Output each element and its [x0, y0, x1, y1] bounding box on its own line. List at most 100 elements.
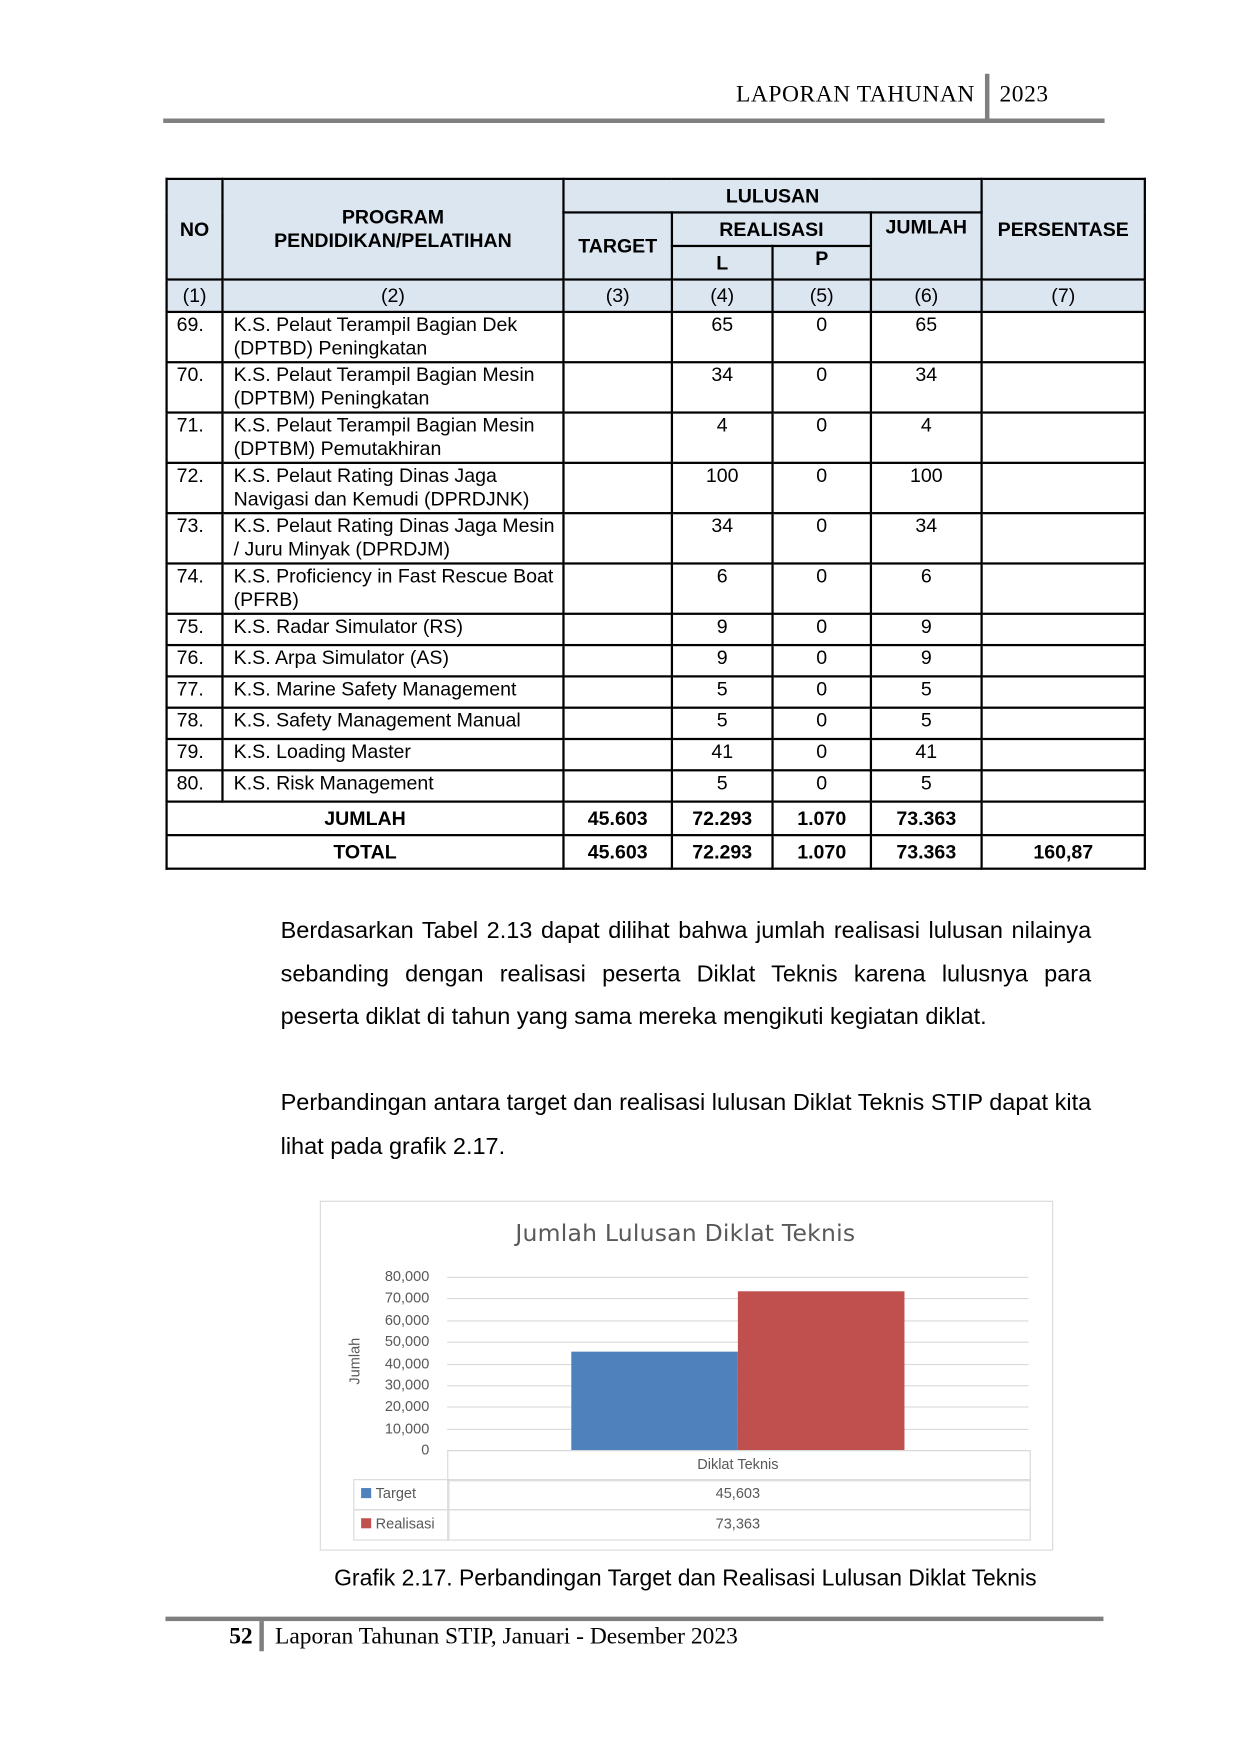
header-realisasi: REALISASI	[670, 211, 873, 248]
jumlah-p: 1.070	[771, 800, 873, 837]
cell-jumlah: 5	[869, 706, 983, 741]
table-row: 77. K.S. Marine Safety Management 5 0 5	[165, 675, 1147, 709]
column-index: (6)	[869, 278, 983, 314]
table-row: 70. K.S. Pelaut Terampil Bagian Mesin (DP…	[165, 361, 1147, 414]
cell-l: 9	[670, 643, 774, 678]
value-cell-realisasi	[447, 1509, 1031, 1541]
table-row: 71. K.S. Pelaut Terampil Bagian Mesin (DP…	[165, 411, 1147, 464]
column-index: (4)	[670, 278, 774, 314]
legend-cell-realisasi	[353, 1509, 450, 1541]
cell-jumlah: 4	[869, 411, 983, 464]
total-persentase: 160,87	[980, 834, 1147, 870]
y-axis-label: Jumlah	[345, 1337, 363, 1385]
cell-p: 0	[771, 310, 873, 364]
cell-no: 79.	[165, 737, 224, 772]
cell-target	[562, 612, 674, 647]
graduates-table: NO PROGRAM PENDIDIKAN/PELATIHAN LULUSAN …	[165, 177, 1147, 870]
jumlah-persentase	[980, 800, 1147, 837]
cell-no: 72.	[165, 461, 224, 515]
header-lulusan: LULUSAN	[562, 177, 983, 214]
cell-persentase	[980, 361, 1147, 414]
cell-persentase	[980, 675, 1147, 709]
total-jumlah: 73.363	[869, 834, 983, 870]
cell-jumlah: 100	[869, 461, 983, 515]
total-p: 1.070	[771, 834, 873, 870]
cell-l: 100	[670, 461, 774, 515]
cell-target	[562, 737, 674, 772]
table-row: 76. K.S. Arpa Simulator (AS) 9 0 9	[165, 643, 1147, 678]
cell-no: 74.	[165, 562, 224, 615]
cell-p: 0	[771, 643, 873, 678]
gridline	[447, 1276, 1029, 1278]
cell-program: K.S. Arpa Simulator (AS)	[221, 643, 565, 678]
page-number: 52	[229, 1622, 253, 1650]
cell-no: 80.	[165, 769, 224, 803]
cell-program: K.S. Pelaut Rating Dinas Jaga Navigasi d…	[221, 461, 565, 515]
cell-persentase	[980, 411, 1147, 464]
cell-jumlah: 9	[869, 643, 983, 678]
paragraph: Berdasarkan Tabel 2.13 dapat dilihat bah…	[280, 917, 1092, 1030]
cell-p: 0	[771, 512, 873, 565]
table-row: 69. K.S. Pelaut Terampil Bagian Dek (DPTB…	[165, 310, 1147, 364]
cell-no: 71.	[165, 411, 224, 464]
cell-l: 5	[670, 769, 774, 803]
cell-l: 34	[670, 361, 774, 414]
cell-program: K.S. Safety Management Manual	[221, 706, 565, 741]
cell-target	[562, 769, 674, 803]
cell-l: 5	[670, 706, 774, 741]
y-tick-label: 10,000	[384, 1419, 430, 1437]
header-persentase: PERSENTASE	[980, 177, 1147, 281]
cell-persentase	[980, 643, 1147, 678]
cell-l: 6	[670, 562, 774, 615]
cell-p: 0	[771, 769, 873, 803]
footer-rule	[165, 1616, 1104, 1622]
jumlah-label: JUMLAH	[165, 800, 565, 837]
cell-p: 0	[771, 361, 873, 414]
table-row: 74. K.S. Proficiency in Fast Rescue Boat …	[165, 562, 1147, 615]
cell-target	[562, 706, 674, 741]
y-tick-label: 60,000	[384, 1311, 430, 1328]
cell-p: 0	[771, 737, 873, 772]
cell-persentase	[980, 706, 1147, 741]
cell-target	[562, 643, 674, 678]
column-index: (7)	[980, 278, 1147, 314]
header-rule	[163, 118, 1105, 123]
cell-jumlah: 5	[869, 769, 983, 803]
paragraph: Perbandingan antara target dan realisasi…	[280, 1090, 1092, 1159]
table-row: 79. K.S. Loading Master 41 0 41	[165, 737, 1147, 772]
y-tick-label: 30,000	[384, 1376, 430, 1393]
bar-realisasi	[737, 1291, 905, 1451]
column-index: (5)	[771, 278, 873, 314]
legend-label-realisasi: Realisasi	[375, 1514, 435, 1532]
legend-swatch-target	[361, 1488, 372, 1499]
cell-program: K.S. Marine Safety Management	[221, 675, 565, 709]
cell-target	[562, 361, 674, 414]
cell-target	[562, 411, 674, 464]
cell-persentase	[980, 769, 1147, 803]
cell-jumlah: 41	[869, 737, 983, 772]
column-index: (2)	[221, 278, 565, 314]
cell-program: K.S. Pelaut Terampil Bagian Mesin (DPTBM…	[221, 411, 565, 464]
y-tick-label: 40,000	[384, 1354, 430, 1372]
cell-persentase	[980, 562, 1147, 615]
cell-l: 5	[670, 675, 774, 709]
category-label: Diklat Teknis	[697, 1455, 779, 1473]
cell-p: 0	[771, 411, 873, 464]
y-tick-label: 50,000	[384, 1332, 430, 1350]
cell-program: K.S. Pelaut Terampil Bagian Mesin (DPTBM…	[221, 361, 565, 414]
bar-target	[571, 1351, 738, 1451]
cell-no: 76.	[165, 643, 224, 678]
cell-l: 41	[670, 737, 774, 772]
chart-title: Jumlah Lulusan Diklat Teknis	[515, 1219, 856, 1247]
chart-frame	[319, 1200, 1054, 1551]
header-title: LAPORAN TAHUNAN	[735, 80, 975, 108]
total-label: TOTAL	[165, 834, 565, 870]
footer-text: Laporan Tahunan STIP, Januari - Desember…	[275, 1622, 738, 1650]
cell-l: 34	[670, 512, 774, 565]
footer-divider	[259, 1621, 264, 1652]
cell-program: K.S. Loading Master	[221, 737, 565, 772]
legend-label-target: Target	[375, 1484, 417, 1502]
total-row: TOTAL 45.603 72.293 1.070 73.363 160,87	[165, 834, 1147, 870]
cell-program: K.S. Pelaut Terampil Bagian Dek (DPTBD) …	[221, 310, 565, 364]
